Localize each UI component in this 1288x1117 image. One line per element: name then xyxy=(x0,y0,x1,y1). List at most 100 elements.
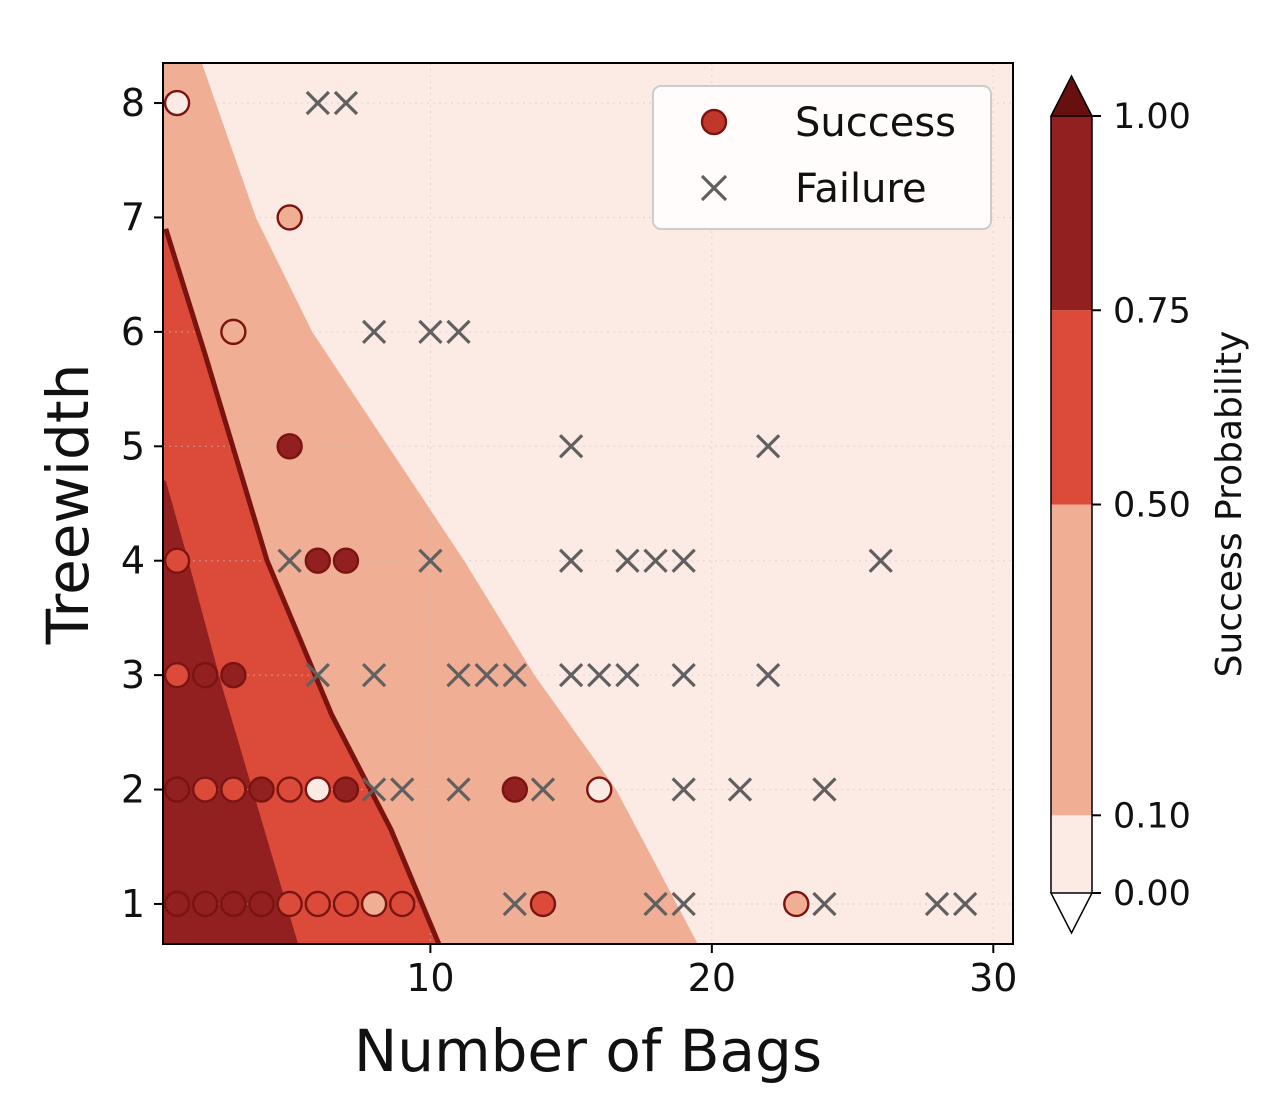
failure-marker xyxy=(643,548,668,573)
success-marker xyxy=(276,776,303,803)
colorbar-tick-label: 0.00 xyxy=(1113,874,1191,914)
success-marker xyxy=(248,890,275,918)
decision-boundary-layer xyxy=(163,228,442,944)
failure-marker xyxy=(361,319,387,345)
y-tick-label: 5 xyxy=(121,424,145,468)
failure-marker xyxy=(502,891,527,917)
colorbar-segment xyxy=(1051,116,1092,311)
success-marker xyxy=(332,890,360,918)
axes: 10 20 30 1 2 3 4 5 6 7 8 xyxy=(121,81,1018,1000)
y-tick-label: 4 xyxy=(121,539,145,583)
success-marker xyxy=(163,547,191,574)
failure-marker xyxy=(530,777,556,802)
y-axis-label: Treewidth xyxy=(34,364,102,646)
legend-failure-label: Failure xyxy=(795,166,927,212)
success-marker xyxy=(248,776,275,803)
colorbar: 0.00 0.10 0.50 0.75 1.00 xyxy=(1049,74,1191,935)
y-tick-label: 2 xyxy=(121,768,145,812)
success-marker xyxy=(220,890,247,918)
region-above-0-75 xyxy=(163,480,299,944)
failure-marker xyxy=(671,662,696,688)
success-marker xyxy=(304,547,332,574)
success-marker xyxy=(360,890,388,918)
colorbar-tick-label: 0.75 xyxy=(1113,291,1191,331)
failure-marker xyxy=(953,891,978,917)
success-marker xyxy=(192,890,219,918)
legend-box xyxy=(652,85,992,230)
success-marker xyxy=(304,776,332,803)
legend-failure-marker xyxy=(700,174,728,202)
colorbar-segment xyxy=(1051,815,1092,893)
success-marker xyxy=(332,776,360,803)
success-marker xyxy=(389,890,416,918)
data-markers xyxy=(163,89,978,918)
failure-marker xyxy=(727,777,753,802)
success-marker xyxy=(163,890,191,918)
failure-marker xyxy=(615,548,640,573)
x-axis-label: Number of Bags xyxy=(354,1017,822,1085)
failure-marker xyxy=(671,777,696,802)
legend-success-marker xyxy=(700,108,728,136)
failure-marker xyxy=(587,662,612,688)
failure-marker xyxy=(305,90,330,116)
y-tick-label: 1 xyxy=(121,882,145,926)
failure-marker xyxy=(558,434,584,459)
failure-marker xyxy=(868,548,893,573)
colorbar-segment xyxy=(1051,504,1092,816)
failure-marker xyxy=(924,891,950,917)
x-tick-label: 30 xyxy=(969,956,1017,1000)
failure-marker xyxy=(446,319,471,345)
failure-marker xyxy=(502,662,527,688)
failure-marker xyxy=(558,548,584,573)
success-marker xyxy=(276,433,303,460)
success-marker xyxy=(586,776,613,803)
colorbar-tick-label: 1.00 xyxy=(1113,97,1191,137)
x-tick-label: 20 xyxy=(688,956,736,1000)
success-marker xyxy=(220,661,247,689)
colorbar-extend-bottom xyxy=(1049,892,1094,935)
failure-marker xyxy=(756,662,781,688)
x-tick-label: 10 xyxy=(406,956,454,1000)
colorbar-tick-label: 0.50 xyxy=(1113,486,1191,526)
success-marker xyxy=(276,890,303,918)
decision-boundary-line xyxy=(163,228,442,944)
success-marker xyxy=(276,204,303,231)
y-tick-label: 8 xyxy=(121,81,145,125)
failure-marker xyxy=(305,662,330,688)
success-marker xyxy=(220,776,247,803)
success-marker xyxy=(332,547,360,574)
failure-marker xyxy=(361,777,387,802)
success-marker xyxy=(163,776,191,803)
colorbar-label: Success Probability xyxy=(1209,331,1250,678)
success-marker xyxy=(529,890,557,918)
failure-marker xyxy=(671,891,696,917)
failure-marker xyxy=(756,434,781,459)
colorbar-segment xyxy=(1051,310,1092,505)
success-marker xyxy=(163,661,191,689)
colorbar-tick-label: 0.10 xyxy=(1113,796,1191,836)
success-marker xyxy=(192,661,219,689)
failure-marker xyxy=(333,90,359,116)
failure-marker xyxy=(361,662,387,688)
failure-marker xyxy=(812,777,837,802)
failure-marker xyxy=(418,548,443,573)
y-tick-label: 6 xyxy=(121,310,145,354)
failure-marker xyxy=(390,777,415,802)
legend-failure-x xyxy=(700,174,728,202)
y-tick-label: 3 xyxy=(121,653,145,697)
failure-marker xyxy=(446,662,471,688)
y-tick-label: 7 xyxy=(121,195,145,239)
failure-marker xyxy=(418,319,443,345)
success-marker xyxy=(220,318,247,346)
success-marker xyxy=(783,890,810,918)
failure-marker xyxy=(615,662,640,688)
legend-success-label: Success xyxy=(795,100,956,146)
failure-marker xyxy=(277,548,302,573)
legend: Success Failure xyxy=(652,85,992,230)
success-marker xyxy=(501,776,529,803)
plot-frame xyxy=(162,62,1014,945)
success-marker xyxy=(163,89,191,117)
failure-marker xyxy=(558,662,584,688)
